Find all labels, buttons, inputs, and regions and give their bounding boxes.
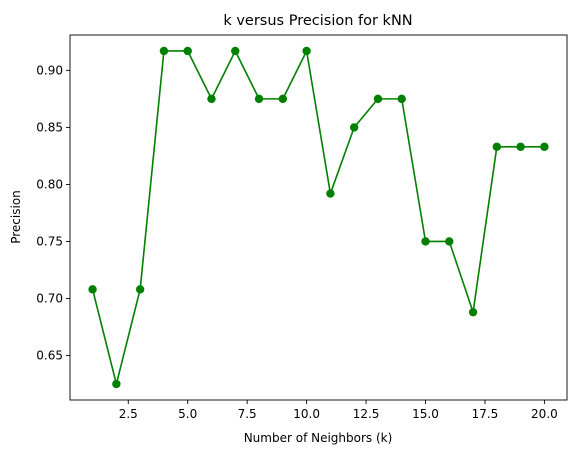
plot-frame — [69, 34, 568, 401]
x-tick-label: 12.5 — [353, 407, 380, 421]
data-point — [254, 94, 264, 104]
x-tick-label: 20.0 — [531, 407, 558, 421]
x-tick-label: 17.5 — [472, 407, 499, 421]
data-point — [302, 46, 311, 56]
y-tick-label: 0.75 — [36, 234, 63, 248]
data-point — [88, 285, 97, 294]
data-point — [231, 46, 240, 56]
x-tick-label: 15.0 — [412, 407, 439, 421]
data-point — [516, 142, 525, 151]
data-point — [492, 142, 502, 151]
x-tick-label: 7.5 — [238, 407, 257, 421]
data-point — [468, 307, 478, 317]
y-tick-label: 0.65 — [36, 349, 63, 363]
data-point — [326, 189, 335, 198]
x-tick-label: 2.5 — [119, 407, 138, 421]
data-point — [421, 237, 430, 246]
x-tick-label: 5.0 — [178, 407, 197, 421]
data-layer — [88, 46, 549, 389]
y-tick-label: 0.70 — [36, 291, 63, 305]
data-point — [278, 94, 288, 104]
data-point — [540, 142, 549, 151]
x-tick-label: 10.0 — [293, 407, 320, 421]
series-line — [91, 50, 545, 385]
data-point — [159, 46, 169, 56]
chart-title: k versus Precision for kNN — [223, 13, 412, 29]
data-point — [349, 123, 359, 132]
y-tick-label: 0.80 — [36, 177, 63, 191]
data-point — [397, 94, 406, 104]
data-point — [207, 94, 216, 104]
y-tick-label: 0.85 — [36, 120, 63, 134]
data-point — [112, 379, 121, 389]
y-axis-label: Precision — [9, 190, 23, 244]
y-tick-label: 0.90 — [36, 63, 63, 77]
data-point — [445, 237, 454, 246]
data-point — [135, 285, 145, 294]
x-axis-label: Number of Neighbors (k) — [244, 431, 393, 445]
data-point — [183, 46, 192, 56]
ticks-layer: 2.5 5.0 7.5 10.0 12.5 15.0 17.5 20.0 0.65 0.70 0.7… — [36, 63, 557, 421]
data-point — [373, 94, 383, 104]
